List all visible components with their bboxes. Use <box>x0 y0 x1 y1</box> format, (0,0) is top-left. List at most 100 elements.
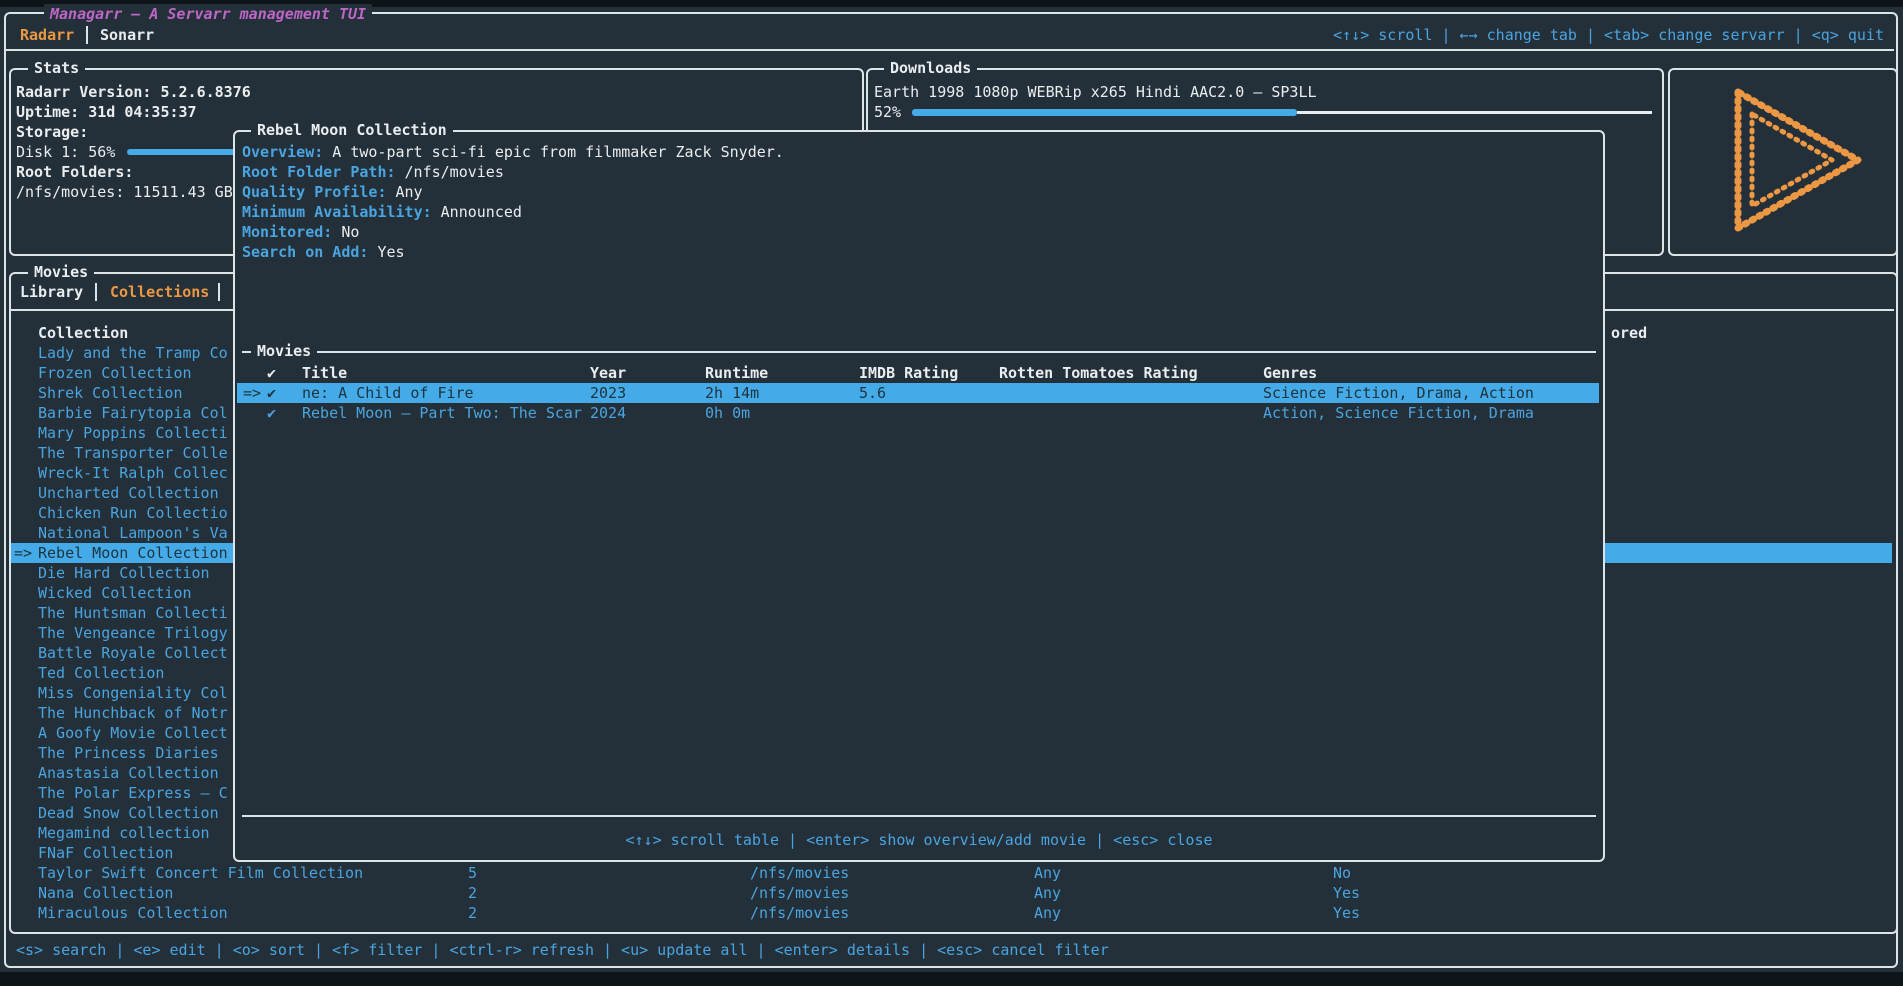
collection-list-item[interactable]: Taylor Swift Concert Film Collection <box>38 864 364 882</box>
check-icon: ✔ <box>267 404 277 422</box>
movie-genres: Action, Science Fiction, Drama <box>1263 404 1534 422</box>
collection-list-item[interactable]: Megamind collection <box>38 824 210 842</box>
collection-list-item[interactable]: Barbie Fairytopia Col <box>38 404 228 422</box>
collection-root-folder: /nfs/movies <box>750 864 850 882</box>
movie-title: Rebel Moon – Part Two: The Scar <box>302 404 582 422</box>
collection-list-item[interactable]: Ted Collection <box>38 664 165 682</box>
detail-root-folder: Root Folder Path:/nfs/movies <box>242 163 504 181</box>
tab-separator <box>218 283 220 301</box>
collection-list-item[interactable]: The Vengeance Trilogy <box>38 624 228 642</box>
download-item-name: Earth 1998 1080p WEBRip x265 Hindi AAC2.… <box>874 83 1317 101</box>
monitored-column-header-fragment: ored <box>1611 324 1648 342</box>
collection-list-item[interactable]: Frozen Collection <box>38 364 192 382</box>
collection-list-item[interactable]: Lady and the Tramp Co <box>38 344 228 362</box>
play-logo-icon <box>1734 88 1862 232</box>
tab-sonarr[interactable]: Sonarr <box>100 26 155 44</box>
movie-runtime: 2h 14m <box>705 384 760 402</box>
collection-column-header: Collection <box>38 324 129 342</box>
detail-minimum-availability: Minimum Availability: Announced <box>242 203 522 221</box>
root-folder-value: /nfs/movies: 11511.43 GB <box>16 183 233 201</box>
disk-usage-label: Disk 1: 56% <box>16 143 116 161</box>
version-value: 5.2.6.8376 <box>160 83 251 101</box>
selection-cursor: => <box>14 544 33 562</box>
collection-list-item[interactable]: The Huntsman Collecti <box>38 604 228 622</box>
bottom-edge <box>0 972 1903 986</box>
check-icon: ✔ <box>267 384 277 402</box>
movie-row-highlight <box>237 383 1599 403</box>
logo-panel <box>1668 68 1898 256</box>
col-genres: Genres <box>1263 364 1318 382</box>
downloads-panel-title: Downloads <box>884 58 978 78</box>
download-progress-track <box>1297 111 1652 114</box>
col-year: Year <box>590 364 627 382</box>
detail-search-on-add: Search on Add: Yes <box>242 243 405 261</box>
collection-list-item[interactable]: Miss Congeniality Col <box>38 684 228 702</box>
modal-keybind-hints: <↑↓> scroll table | <enter> show overvie… <box>625 831 1213 849</box>
collection-list-item[interactable]: The Hunchback of Notr <box>38 704 228 722</box>
collection-list-item[interactable]: Wreck-It Ralph Collec <box>38 464 228 482</box>
collection-list-item[interactable]: Miraculous Collection <box>38 904 228 922</box>
collection-root-folder: /nfs/movies <box>750 884 850 902</box>
collection-list-item[interactable]: Rebel Moon Collection <box>38 544 228 562</box>
collection-monitored: Yes <box>1333 904 1361 922</box>
col-check: ✔ <box>267 364 277 382</box>
collection-monitored: No <box>1333 864 1352 882</box>
movie-year: 2023 <box>590 384 627 402</box>
row-cursor: => <box>243 384 262 402</box>
tab-library[interactable]: Library <box>20 283 84 301</box>
collection-quality-profile: Any <box>1034 904 1062 922</box>
uptime-label: Uptime: <box>16 103 80 121</box>
collection-list-item[interactable]: Battle Royale Collect <box>38 644 228 662</box>
version-label: Radarr Version: <box>16 83 152 101</box>
movies-table-bottom-border <box>242 815 1596 817</box>
collection-list-item[interactable]: Uncharted Collection <box>38 484 219 502</box>
collection-list-item[interactable]: Mary Poppins Collecti <box>38 424 228 442</box>
collection-list-item[interactable]: A Goofy Movie Collect <box>38 724 228 742</box>
stats-panel-title: Stats <box>28 58 86 78</box>
collection-list-item[interactable]: Chicken Run Collectio <box>38 504 228 522</box>
stats-uptime-row: Uptime: 31d 04:35:37 <box>16 102 197 122</box>
movie-imdb: 5.6 <box>859 384 887 402</box>
footer-keybind-hints: <s> search | <e> edit | <o> sort | <f> f… <box>16 941 1109 959</box>
stats-version-row: Radarr Version: 5.2.6.8376 <box>16 82 251 102</box>
tab-separator <box>95 283 97 301</box>
collection-quality-profile: Any <box>1034 884 1062 902</box>
collection-list-item[interactable]: Anastasia Collection <box>38 764 219 782</box>
collection-movie-count: 5 <box>468 864 478 882</box>
tab-collections[interactable]: Collections <box>110 283 210 301</box>
collection-list-item[interactable]: Nana Collection <box>38 884 174 902</box>
collection-monitored: Yes <box>1333 884 1361 902</box>
detail-quality-profile: Quality Profile: Any <box>242 183 423 201</box>
movie-year: 2024 <box>590 404 627 422</box>
movies-table-top-border <box>242 351 1596 353</box>
movie-title: ne: A Child of Fire <box>302 384 474 402</box>
modal-title: Rebel Moon Collection <box>251 120 453 140</box>
collection-list-item[interactable]: Die Hard Collection <box>38 564 210 582</box>
collection-root-folder: /nfs/movies <box>750 904 850 922</box>
app-title: Managarr – A Servarr management TUI <box>44 4 373 24</box>
collection-list-item[interactable]: National Lampoon's Va <box>38 524 228 542</box>
tab-separator <box>86 26 88 44</box>
collection-list-item[interactable]: Shrek Collection <box>38 384 183 402</box>
collection-list-item[interactable]: The Polar Express – C <box>38 784 228 802</box>
collection-movie-count: 2 <box>468 884 478 902</box>
movies-table-title: Movies <box>251 341 318 361</box>
detail-monitored: Monitored: No <box>242 223 360 241</box>
movie-genres: Science Fiction, Drama, Action <box>1263 384 1534 402</box>
col-imdb: IMDB Rating <box>859 364 959 382</box>
collection-details-modal: Rebel Moon Collection Overview: A two-par… <box>233 120 1605 862</box>
movies-panel-title: Movies <box>28 262 95 282</box>
collection-list-item[interactable]: The Transporter Colle <box>38 444 228 462</box>
collection-list-item[interactable]: FNaF Collection <box>38 844 174 862</box>
header-keybind-hints: <↑↓> scroll | ←→ change tab | <tab> chan… <box>1333 26 1884 44</box>
tab-radarr[interactable]: Radarr <box>20 26 75 44</box>
collection-list-item[interactable]: Dead Snow Collection <box>38 804 219 822</box>
uptime-value: 31d 04:35:37 <box>88 103 197 121</box>
collection-quality-profile: Any <box>1034 864 1062 882</box>
collection-list-item[interactable]: Wicked Collection <box>38 584 192 602</box>
header-divider <box>4 49 1894 51</box>
download-percent-label: 52% <box>874 103 902 121</box>
collection-list-item[interactable]: The Princess Diaries <box>38 744 219 762</box>
download-progress-fill <box>912 109 1297 116</box>
